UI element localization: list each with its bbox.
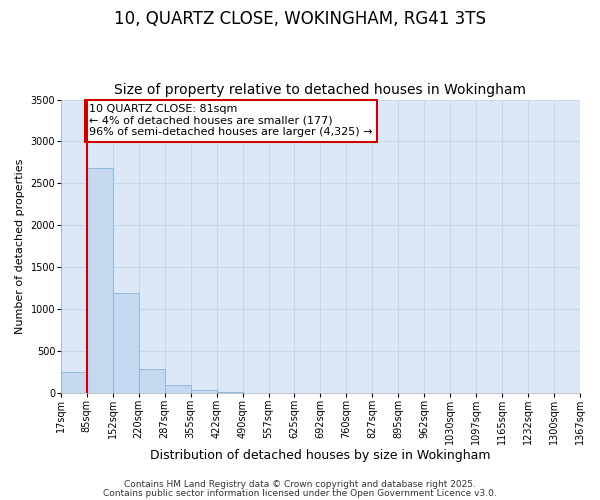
- X-axis label: Distribution of detached houses by size in Wokingham: Distribution of detached houses by size …: [150, 450, 491, 462]
- Bar: [191, 390, 217, 393]
- Text: Contains HM Land Registry data © Crown copyright and database right 2025.: Contains HM Land Registry data © Crown c…: [124, 480, 476, 489]
- Bar: [61, 372, 87, 393]
- Text: Contains public sector information licensed under the Open Government Licence v3: Contains public sector information licen…: [103, 488, 497, 498]
- Bar: [113, 292, 139, 393]
- Bar: [164, 386, 191, 393]
- Text: 10, QUARTZ CLOSE, WOKINGHAM, RG41 3TS: 10, QUARTZ CLOSE, WOKINGHAM, RG41 3TS: [114, 10, 486, 28]
- Bar: [139, 368, 164, 393]
- Y-axis label: Number of detached properties: Number of detached properties: [15, 158, 25, 334]
- Text: 10 QUARTZ CLOSE: 81sqm
← 4% of detached houses are smaller (177)
96% of semi-det: 10 QUARTZ CLOSE: 81sqm ← 4% of detached …: [89, 104, 373, 137]
- Title: Size of property relative to detached houses in Wokingham: Size of property relative to detached ho…: [115, 83, 526, 97]
- Bar: [87, 168, 113, 393]
- Bar: [217, 392, 242, 393]
